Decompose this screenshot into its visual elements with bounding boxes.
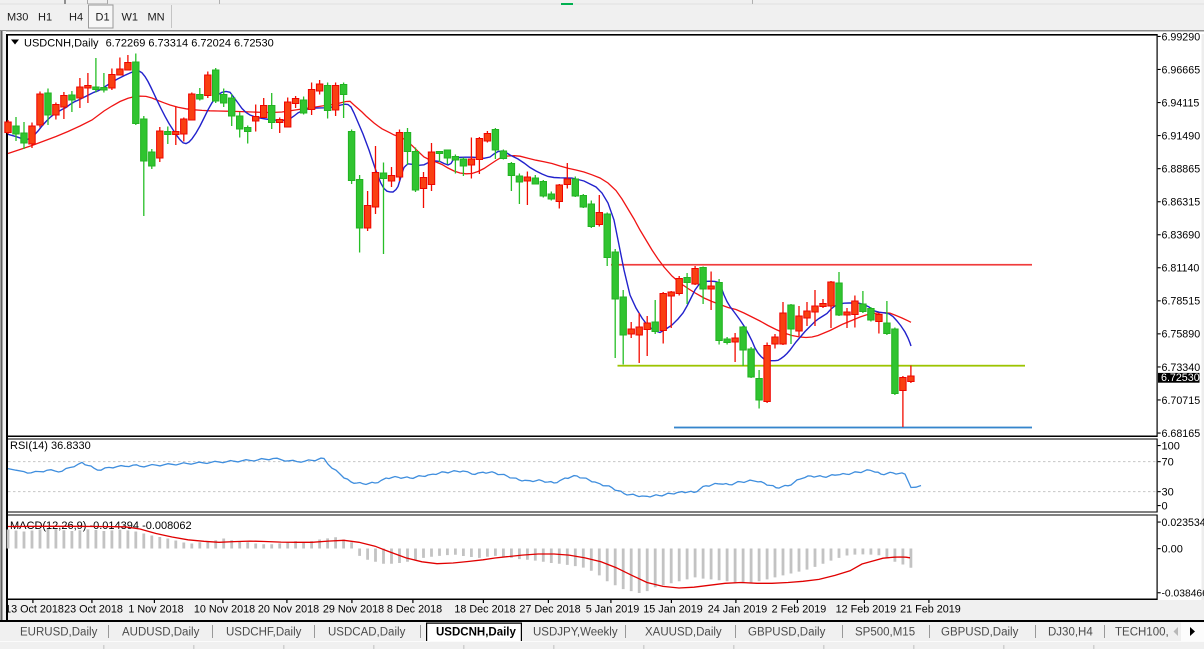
svg-text:15 Jan 2019: 15 Jan 2019 bbox=[643, 604, 702, 616]
svg-text:6.75890: 6.75890 bbox=[1162, 329, 1201, 341]
svg-text:6.73340: 6.73340 bbox=[1162, 362, 1201, 374]
svg-text:27 Dec 2018: 27 Dec 2018 bbox=[519, 604, 580, 616]
svg-text:D1: D1 bbox=[96, 12, 110, 24]
svg-text:RSI(14) 36.8330: RSI(14) 36.8330 bbox=[10, 440, 91, 452]
svg-text:6.96665: 6.96665 bbox=[1162, 64, 1201, 76]
svg-text:XAUUSD,Daily: XAUUSD,Daily bbox=[645, 627, 722, 639]
svg-text:EURUSD,Daily: EURUSD,Daily bbox=[20, 627, 98, 639]
svg-text:2 Feb 2019: 2 Feb 2019 bbox=[772, 604, 827, 616]
svg-text:6.88865: 6.88865 bbox=[1162, 164, 1201, 176]
svg-text:29 Nov 2018: 29 Nov 2018 bbox=[323, 604, 384, 616]
svg-text:6.78515: 6.78515 bbox=[1162, 296, 1201, 308]
svg-text:0.00: 0.00 bbox=[1162, 544, 1183, 556]
svg-text:24 Jan 2019: 24 Jan 2019 bbox=[708, 604, 767, 616]
svg-text:USDCHF,Daily: USDCHF,Daily bbox=[226, 627, 302, 639]
svg-text:H1: H1 bbox=[38, 12, 52, 24]
svg-text:13 Oct 2018: 13 Oct 2018 bbox=[5, 604, 64, 616]
svg-text:SP500,M15: SP500,M15 bbox=[855, 627, 915, 639]
svg-text:6.81140: 6.81140 bbox=[1162, 263, 1200, 275]
svg-text:0.023534: 0.023534 bbox=[1162, 517, 1204, 529]
svg-text:18 Dec 2018: 18 Dec 2018 bbox=[454, 604, 515, 616]
svg-text:12 Feb 2019: 12 Feb 2019 bbox=[836, 604, 897, 616]
svg-text:6.94115: 6.94115 bbox=[1162, 97, 1200, 109]
svg-text:6.99290: 6.99290 bbox=[1162, 31, 1201, 43]
svg-text:TECH100,: TECH100, bbox=[1115, 627, 1169, 639]
svg-text:6.70715: 6.70715 bbox=[1162, 395, 1201, 407]
svg-text:USDCAD,Daily: USDCAD,Daily bbox=[328, 627, 406, 639]
svg-text:GBPUSD,Daily: GBPUSD,Daily bbox=[941, 627, 1019, 639]
svg-text:H4: H4 bbox=[69, 12, 83, 24]
svg-text:70: 70 bbox=[1162, 457, 1174, 469]
svg-text:DJ30,H4: DJ30,H4 bbox=[1048, 627, 1093, 639]
svg-text:0: 0 bbox=[1162, 500, 1168, 512]
svg-text:100: 100 bbox=[1162, 440, 1180, 452]
svg-text:10 Nov 2018: 10 Nov 2018 bbox=[194, 604, 255, 616]
svg-text:-0.038466: -0.038466 bbox=[1162, 589, 1204, 600]
svg-text:W1: W1 bbox=[122, 12, 139, 24]
svg-text:6.68165: 6.68165 bbox=[1162, 428, 1201, 440]
svg-text:M30: M30 bbox=[7, 12, 28, 24]
svg-text:6.72530: 6.72530 bbox=[1161, 372, 1200, 384]
svg-text:MN: MN bbox=[148, 12, 165, 24]
svg-text:30: 30 bbox=[1162, 487, 1174, 499]
svg-text:USDCNH,Daily: USDCNH,Daily bbox=[436, 627, 516, 639]
svg-text:8 Dec 2018: 8 Dec 2018 bbox=[387, 604, 442, 616]
svg-text:USDJPY,Weekly: USDJPY,Weekly bbox=[533, 627, 618, 639]
svg-text:20 Nov 2018: 20 Nov 2018 bbox=[258, 604, 319, 616]
svg-text:1 Nov 2018: 1 Nov 2018 bbox=[128, 604, 183, 616]
svg-text:6.83690: 6.83690 bbox=[1162, 230, 1201, 242]
svg-text:6.86315: 6.86315 bbox=[1162, 197, 1201, 209]
svg-text:6.91490: 6.91490 bbox=[1162, 130, 1201, 142]
svg-text:GBPUSD,Daily: GBPUSD,Daily bbox=[748, 627, 826, 639]
svg-text:23 Oct 2018: 23 Oct 2018 bbox=[64, 604, 123, 616]
svg-text:5 Jan 2019: 5 Jan 2019 bbox=[586, 604, 639, 616]
svg-text:21 Feb 2019: 21 Feb 2019 bbox=[900, 604, 961, 616]
svg-text:AUDUSD,Daily: AUDUSD,Daily bbox=[122, 627, 200, 639]
